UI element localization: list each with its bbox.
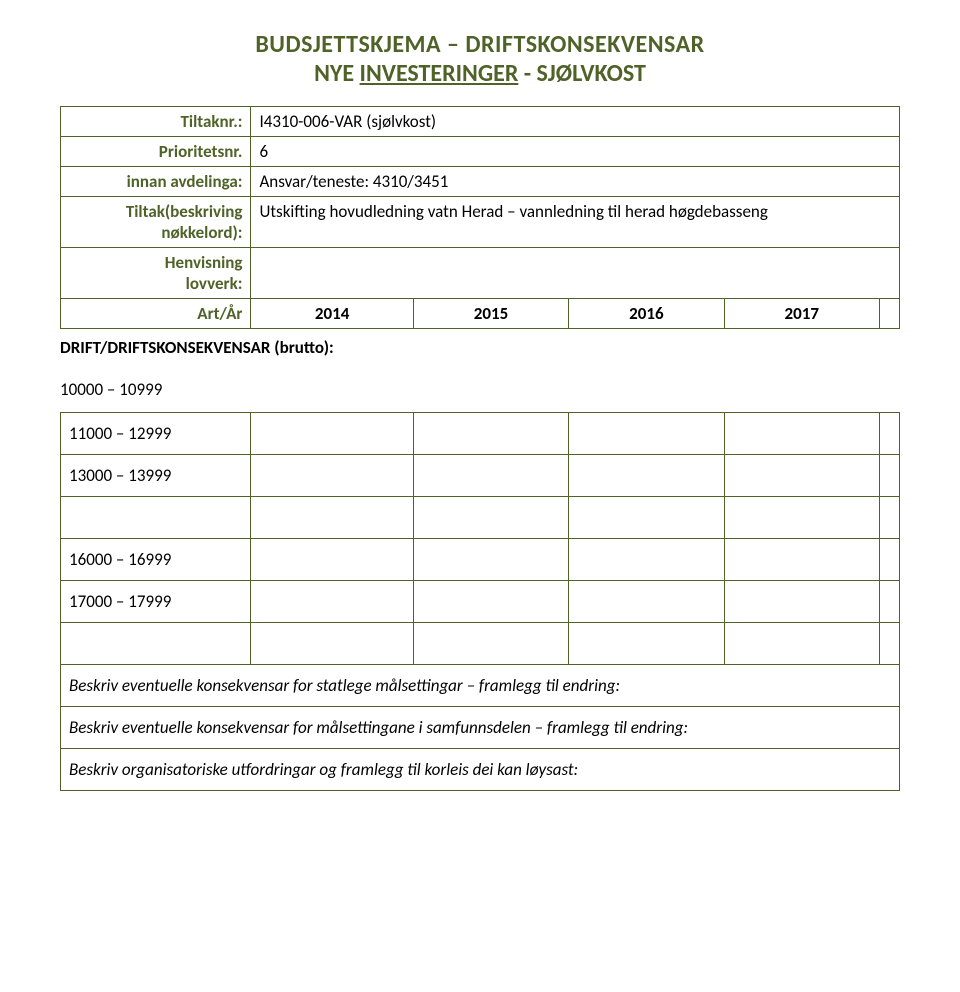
spacer-row	[61, 623, 900, 665]
henvisning-label: Henvisning lovverk:	[61, 248, 251, 299]
desc-cell: Beskriv organisatoriske utfordringar og …	[61, 749, 900, 791]
table-row: 16000 – 16999	[61, 539, 900, 581]
data-cell	[724, 455, 879, 497]
code-cell: 16000 – 16999	[61, 539, 251, 581]
metadata-table: Tiltaknr.: I4310-006-VAR (sjølvkost) Pri…	[60, 106, 900, 329]
tiltak-label: Tiltak(beskriving nøkkelord):	[61, 197, 251, 248]
data-cell	[413, 455, 568, 497]
row-prioritetsnr: Prioritetsnr. 6	[61, 137, 900, 167]
prioritetsnr-value: 6	[251, 137, 900, 167]
code-cell: 13000 – 13999	[61, 455, 251, 497]
henvisning-value	[251, 248, 900, 299]
desc-row-2: Beskriv eventuelle konsekvensar for måls…	[61, 707, 900, 749]
year-blank	[879, 299, 899, 329]
tiltak-value: Utskifting hovudledning vatn Herad – van…	[251, 197, 900, 248]
tail-cell	[879, 581, 899, 623]
year-2015: 2015	[413, 299, 568, 329]
data-cell	[569, 455, 724, 497]
table-row: 11000 – 12999	[61, 413, 900, 455]
innan-value: Ansvar/teneste: 4310/3451	[251, 167, 900, 197]
data-cell	[413, 581, 568, 623]
tiltaknr-label: Tiltaknr.:	[61, 107, 251, 137]
desc-cell: Beskriv eventuelle konsekvensar for stat…	[61, 665, 900, 707]
year-2017: 2017	[724, 299, 879, 329]
table-row: 13000 – 13999	[61, 455, 900, 497]
desc-cell: Beskriv eventuelle konsekvensar for måls…	[61, 707, 900, 749]
data-cell	[569, 581, 724, 623]
year-2014: 2014	[251, 299, 413, 329]
spacer-row	[61, 497, 900, 539]
section-drift-label: DRIFT/DRIFTSKONSEKVENSAR (brutto):	[60, 329, 900, 366]
data-cell	[724, 581, 879, 623]
data-cell	[724, 539, 879, 581]
table-row: 17000 – 17999	[61, 581, 900, 623]
codes-table-1: 10000 – 10999	[60, 368, 900, 410]
table-row: 10000 – 10999	[60, 368, 900, 410]
tail-cell	[879, 539, 899, 581]
year-2016: 2016	[569, 299, 724, 329]
document-header: BUDSJETTSKJEMA – DRIFTSKONSEKVENSAR NYE …	[60, 30, 900, 88]
title-line2: NYE INVESTERINGER - SJØLVKOST	[60, 59, 900, 88]
row-artaar: Art/År 2014 2015 2016 2017	[61, 299, 900, 329]
data-cell	[569, 539, 724, 581]
tail-cell	[879, 455, 899, 497]
data-cell	[251, 581, 413, 623]
desc-row-1: Beskriv eventuelle konsekvensar for stat…	[61, 665, 900, 707]
row-innan: innan avdelinga: Ansvar/teneste: 4310/34…	[61, 167, 900, 197]
data-cell	[724, 413, 879, 455]
innan-label: innan avdelinga:	[61, 167, 251, 197]
code-cell: 10000 – 10999	[60, 368, 251, 410]
row-tiltaknr: Tiltaknr.: I4310-006-VAR (sjølvkost)	[61, 107, 900, 137]
data-cell	[413, 539, 568, 581]
artaar-label: Art/År	[61, 299, 251, 329]
desc-row-3: Beskriv organisatoriske utfordringar og …	[61, 749, 900, 791]
data-cell	[413, 413, 568, 455]
data-cell	[251, 539, 413, 581]
prioritetsnr-label: Prioritetsnr.	[61, 137, 251, 167]
code-cell: 17000 – 17999	[61, 581, 251, 623]
title-line1: BUDSJETTSKJEMA – DRIFTSKONSEKVENSAR	[60, 30, 900, 59]
tiltaknr-value: I4310-006-VAR (sjølvkost)	[251, 107, 900, 137]
data-cell	[251, 413, 413, 455]
data-cell	[569, 413, 724, 455]
code-cell: 11000 – 12999	[61, 413, 251, 455]
data-cell	[251, 455, 413, 497]
tail-cell	[879, 413, 899, 455]
codes-grid-1: 11000 – 12999 13000 – 13999 16000 – 1699…	[60, 412, 900, 791]
